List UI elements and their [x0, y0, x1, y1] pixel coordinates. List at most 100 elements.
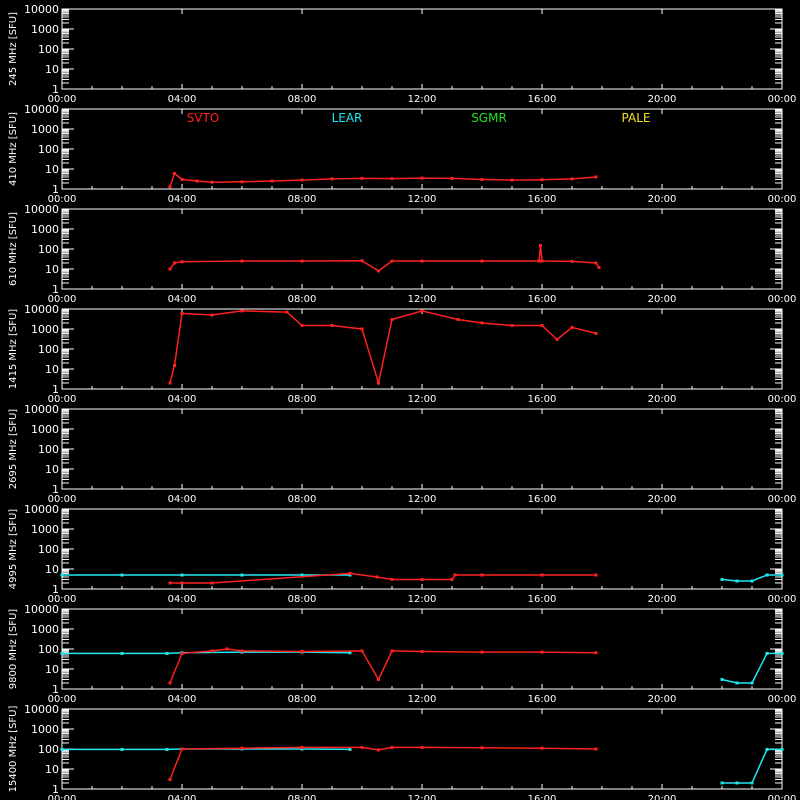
y-tick-label: 100 — [38, 643, 59, 656]
y-tick-label: 1000 — [31, 723, 59, 736]
data-point — [594, 261, 598, 265]
y-tick-label: 1000 — [31, 23, 59, 36]
data-point — [60, 573, 64, 577]
y-tick-label: 10000 — [24, 703, 59, 716]
data-point — [555, 337, 559, 341]
y-tick-label: 10000 — [24, 303, 59, 316]
y-axis-label: 15400 MHz [SFU] — [8, 706, 19, 793]
x-tick-label: 04:00 — [168, 194, 197, 205]
y-tick-label: 1000 — [31, 223, 59, 236]
panel-frame — [61, 508, 783, 590]
x-tick-label: 00:00 — [768, 94, 797, 105]
y-tick-label: 100 — [38, 343, 59, 356]
y-tick-label: 1 — [52, 383, 59, 396]
x-tick-label: 08:00 — [288, 694, 317, 705]
x-tick-label: 00:00 — [48, 694, 77, 705]
data-point — [594, 651, 598, 655]
data-point — [180, 311, 184, 315]
y-tick-label: 1000 — [31, 323, 59, 336]
y-tick-label: 100 — [38, 543, 59, 556]
data-point — [180, 581, 184, 585]
data-point — [173, 261, 176, 265]
data-point — [570, 177, 574, 181]
data-point — [240, 259, 244, 263]
data-point — [225, 647, 229, 651]
y-tick-label: 10 — [45, 463, 59, 476]
x-tick-label: 04:00 — [168, 594, 197, 605]
data-point — [720, 781, 724, 785]
data-point — [750, 579, 754, 583]
data-point — [420, 309, 424, 313]
data-point — [165, 747, 169, 751]
x-tick-label: 00:00 — [768, 194, 797, 205]
data-point — [594, 175, 598, 179]
x-tick-label: 08:00 — [288, 794, 317, 800]
data-point — [390, 577, 394, 581]
data-point — [300, 745, 304, 749]
panel-frame — [61, 408, 783, 490]
x-tick-label: 00:00 — [48, 494, 77, 505]
series-line — [169, 245, 600, 272]
data-point — [285, 310, 289, 314]
data-point — [210, 180, 214, 184]
x-tick-label: 12:00 — [408, 394, 437, 405]
x-tick-label: 08:00 — [288, 594, 317, 605]
y-tick-label: 1 — [52, 483, 59, 496]
data-point — [330, 323, 334, 327]
x-tick-label: 16:00 — [528, 794, 557, 800]
data-point — [420, 577, 424, 581]
x-tick-label: 20:00 — [648, 294, 677, 305]
x-tick-label: 08:00 — [288, 94, 317, 105]
panel-frame — [61, 608, 783, 690]
y-axis-label: 1415 MHz [SFU] — [8, 309, 19, 390]
y-tick-label: 100 — [38, 743, 59, 756]
data-point — [120, 651, 124, 655]
y-tick-label: 100 — [38, 143, 59, 156]
data-point — [540, 178, 544, 182]
x-tick-label: 20:00 — [648, 594, 677, 605]
data-point — [240, 309, 244, 313]
data-point — [168, 381, 172, 385]
series-line — [721, 652, 782, 684]
y-tick-label: 1 — [52, 583, 59, 596]
x-tick-label: 12:00 — [408, 294, 437, 305]
x-tick-label: 00:00 — [768, 394, 797, 405]
y-tick-label: 1000 — [31, 623, 59, 636]
data-point — [765, 651, 769, 655]
data-point — [735, 681, 739, 685]
data-point — [240, 649, 244, 653]
x-tick-label: 04:00 — [168, 794, 197, 800]
y-tick-label: 10000 — [24, 403, 59, 416]
y-tick-label: 10000 — [24, 103, 59, 116]
x-tick-label: 12:00 — [408, 94, 437, 105]
y-tick-label: 10 — [45, 63, 59, 76]
data-point — [300, 649, 304, 653]
data-point — [180, 651, 184, 655]
y-tick-label: 100 — [38, 243, 59, 256]
x-tick-label: 00:00 — [48, 394, 77, 405]
y-tick-label: 10 — [45, 163, 59, 176]
data-point — [765, 747, 769, 751]
x-tick-label: 00:00 — [48, 794, 77, 800]
x-tick-label: 16:00 — [528, 594, 557, 605]
x-tick-label: 00:00 — [768, 294, 797, 305]
data-point — [173, 363, 176, 367]
y-axis-label: 245 MHz [SFU] — [8, 12, 19, 86]
y-axis-label: 4995 MHz [SFU] — [8, 509, 19, 590]
data-point — [210, 313, 214, 317]
x-tick-label: 12:00 — [408, 694, 437, 705]
data-point — [540, 259, 544, 263]
data-point — [168, 777, 172, 781]
y-tick-label: 1000 — [31, 423, 59, 436]
x-tick-label: 04:00 — [168, 94, 197, 105]
data-point — [765, 573, 769, 577]
data-point — [539, 243, 542, 247]
data-point — [300, 747, 304, 751]
data-point — [377, 748, 380, 752]
x-tick-label: 00:00 — [768, 694, 797, 705]
data-point — [780, 573, 784, 577]
series-line — [169, 310, 597, 386]
data-point — [360, 259, 364, 263]
x-tick-label: 04:00 — [168, 294, 197, 305]
data-point — [348, 571, 352, 575]
